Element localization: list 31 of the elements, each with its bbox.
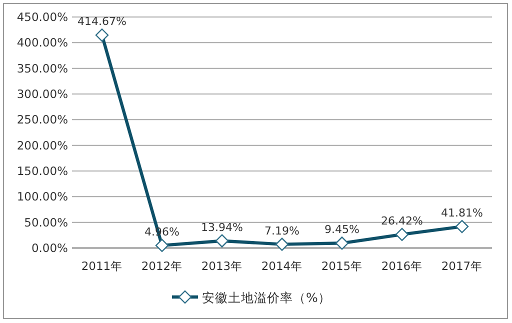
data-label: 41.81% bbox=[441, 206, 483, 220]
data-label: 7.19% bbox=[264, 224, 300, 238]
y-tick-label: 350.00% bbox=[16, 61, 68, 76]
point bbox=[395, 228, 409, 242]
x-tick-label: 2015年 bbox=[321, 259, 363, 273]
x-tick-label: 2013年 bbox=[201, 259, 243, 273]
point bbox=[275, 238, 289, 251]
x-tick-label: 2011年 bbox=[81, 259, 123, 273]
x-tick-label: 2012年 bbox=[141, 259, 183, 273]
y-tick-label: 0.00% bbox=[31, 241, 68, 255]
x-tick-label: 2017年 bbox=[441, 259, 483, 273]
y-tick-label: 200.00% bbox=[16, 138, 68, 152]
data-label: 13.94% bbox=[201, 220, 243, 234]
data-label: 26.42% bbox=[381, 214, 423, 228]
y-tick-label: 400.00% bbox=[16, 36, 68, 50]
y-tick-label: 250.00% bbox=[16, 112, 68, 127]
y-tick-label: 100.00% bbox=[16, 190, 68, 204]
point bbox=[455, 220, 469, 234]
x-tick-label: 2014年 bbox=[261, 259, 303, 273]
x-tick-label: 2016年 bbox=[381, 259, 423, 273]
legend-label: 安徽土地溢价率（%） bbox=[202, 290, 331, 305]
y-tick-label: 150.00% bbox=[16, 164, 68, 178]
point bbox=[95, 28, 109, 42]
point bbox=[335, 236, 349, 250]
point bbox=[155, 238, 169, 252]
point bbox=[215, 234, 229, 248]
y-tick-label: 300.00% bbox=[16, 87, 68, 101]
data-label: 9.45% bbox=[324, 223, 360, 236]
data-label: 414.67% bbox=[78, 15, 126, 28]
y-tick-label: 450.00% bbox=[16, 10, 68, 24]
y-tick-label: 50.00% bbox=[24, 215, 68, 230]
